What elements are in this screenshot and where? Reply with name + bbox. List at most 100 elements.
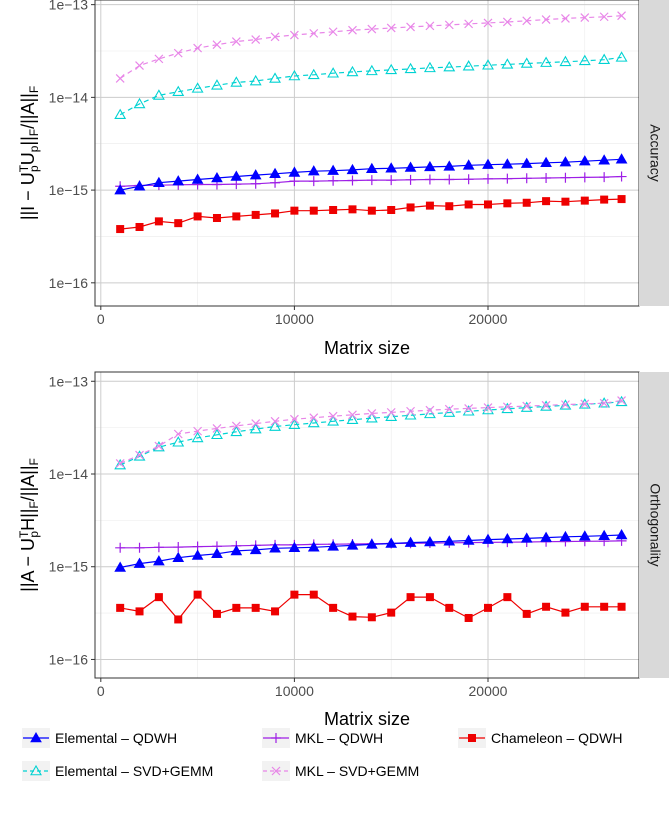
orthogonality-point-elemental-svd-gemm bbox=[385, 410, 398, 421]
legend-key-marker bbox=[30, 731, 42, 743]
accuracy-point-elemental-svd-gemm bbox=[404, 62, 417, 74]
orthogonality-point-chameleon-qdwh bbox=[212, 609, 221, 618]
accuracy-point-elemental-svd-gemm bbox=[482, 59, 494, 70]
accuracy-point-mkl-svd-gemm bbox=[231, 37, 241, 46]
orthogonality-point-elemental-svd-gemm bbox=[269, 420, 281, 431]
orthogonality-point-elemental-qdwh bbox=[578, 530, 591, 541]
accuracy-point-chameleon-qdwh bbox=[464, 200, 473, 209]
orthogonality-strip bbox=[639, 372, 669, 678]
accuracy-point-mkl-svd-gemm bbox=[580, 13, 590, 23]
orthogonality-point-mkl-qdwh bbox=[173, 542, 184, 553]
accuracy-point-elemental-svd-gemm bbox=[462, 60, 475, 71]
accuracy-point-mkl-qdwh bbox=[502, 173, 513, 184]
orthogonality-point-elemental-svd-gemm bbox=[114, 458, 127, 470]
accuracy-point-mkl-svd-gemm bbox=[154, 54, 164, 64]
accuracy-point-chameleon-qdwh bbox=[174, 219, 183, 228]
accuracy-point-chameleon-qdwh bbox=[212, 214, 221, 223]
orthogonality-point-elemental-qdwh bbox=[443, 535, 456, 546]
accuracy-point-mkl-qdwh bbox=[347, 175, 358, 186]
accuracy-point-elemental-svd-gemm bbox=[269, 72, 281, 83]
orthogonality-point-elemental-svd-gemm bbox=[540, 400, 553, 411]
accuracy-point-chameleon-qdwh bbox=[116, 225, 125, 234]
accuracy-point-elemental-svd-gemm bbox=[385, 63, 398, 75]
orthogonality-point-elemental-svd-gemm bbox=[191, 431, 204, 443]
orthogonality-point-chameleon-qdwh bbox=[617, 602, 626, 611]
accuracy-point-chameleon-qdwh bbox=[542, 197, 551, 206]
accuracy-point-elemental-svd-gemm bbox=[578, 54, 591, 66]
accuracy-point-chameleon-qdwh bbox=[154, 217, 163, 226]
legend-item-mkl-qdwh: MKL – QDWH bbox=[262, 728, 383, 748]
accuracy-point-chameleon-qdwh bbox=[271, 209, 280, 218]
orthogonality-point-mkl-svd-gemm bbox=[154, 441, 164, 451]
accuracy-point-mkl-svd-gemm bbox=[561, 14, 570, 23]
accuracy-point-elemental-svd-gemm bbox=[365, 64, 378, 76]
orthogonality-point-mkl-svd-gemm bbox=[561, 400, 570, 410]
accuracy-point-mkl-svd-gemm bbox=[212, 40, 222, 50]
legend-key-marker bbox=[30, 764, 42, 776]
accuracy-point-mkl-qdwh bbox=[250, 178, 261, 189]
orthogonality-point-elemental-qdwh bbox=[501, 533, 514, 544]
accuracy-point-chameleon-qdwh bbox=[193, 212, 202, 221]
accuracy-point-elemental-qdwh bbox=[327, 164, 339, 175]
orthogonality-point-mkl-svd-gemm bbox=[367, 409, 377, 418]
accuracy-point-mkl-qdwh bbox=[541, 173, 552, 184]
accuracy-point-mkl-svd-gemm bbox=[425, 21, 435, 31]
orthogonality-point-elemental-qdwh bbox=[540, 531, 552, 542]
orthogonality-point-chameleon-qdwh bbox=[174, 615, 183, 624]
accuracy-point-chameleon-qdwh bbox=[135, 222, 144, 231]
accuracy-point-mkl-svd-gemm bbox=[309, 28, 319, 38]
accuracy-point-elemental-svd-gemm bbox=[114, 108, 127, 120]
legend-item-mkl-svd-gemm: MKL – SVD+GEMM bbox=[262, 761, 419, 781]
orthogonality-point-chameleon-qdwh bbox=[600, 602, 609, 611]
accuracy-point-elemental-svd-gemm bbox=[520, 57, 533, 68]
accuracy-point-elemental-svd-gemm bbox=[327, 67, 340, 78]
orthogonality-point-mkl-svd-gemm bbox=[386, 407, 396, 417]
orthogonality-point-mkl-svd-gemm bbox=[502, 402, 512, 412]
orthogonality-point-mkl-svd-gemm bbox=[289, 414, 299, 424]
orthogonality-point-chameleon-qdwh bbox=[271, 607, 280, 616]
orthogonality-point-chameleon-qdwh bbox=[542, 602, 551, 611]
orthogonality-point-elemental-qdwh bbox=[307, 541, 320, 552]
accuracy-point-mkl-qdwh bbox=[328, 175, 339, 186]
orthogonality-point-chameleon-qdwh bbox=[387, 608, 396, 617]
orthogonality-point-mkl-svd-gemm bbox=[522, 401, 532, 411]
accuracy-point-elemental-svd-gemm bbox=[443, 60, 456, 72]
accuracy-point-elemental-qdwh bbox=[191, 173, 204, 184]
legend-item-elemental-svd-gemm: Elemental – SVD+GEMM bbox=[22, 761, 213, 781]
accuracy-point-mkl-svd-gemm bbox=[348, 25, 357, 35]
accuracy-point-mkl-svd-gemm bbox=[115, 74, 125, 83]
accuracy-point-elemental-svd-gemm bbox=[152, 89, 165, 100]
accuracy-point-chameleon-qdwh bbox=[522, 198, 531, 207]
accuracy-point-elemental-svd-gemm bbox=[172, 85, 185, 97]
orthogonality-series-elemental-qdwh bbox=[114, 528, 628, 572]
accuracy-point-mkl-svd-gemm bbox=[483, 18, 493, 28]
orthogonality-point-elemental-svd-gemm bbox=[307, 416, 320, 428]
accuracy-point-elemental-qdwh bbox=[385, 162, 398, 173]
accuracy-point-mkl-svd-gemm bbox=[328, 27, 338, 37]
orthogonality-point-chameleon-qdwh bbox=[116, 603, 125, 612]
accuracy-point-elemental-qdwh bbox=[307, 165, 320, 176]
orthogonality-point-elemental-qdwh bbox=[385, 537, 398, 548]
orthogonality-point-elemental-qdwh bbox=[230, 544, 243, 556]
orthogonality-point-elemental-svd-gemm bbox=[520, 401, 533, 412]
orthogonality-plot-background bbox=[95, 372, 639, 678]
accuracy-point-chameleon-qdwh bbox=[348, 205, 357, 214]
accuracy-point-chameleon-qdwh bbox=[503, 199, 512, 208]
accuracy-x-tick-label: 0 bbox=[97, 311, 105, 327]
orthogonality-point-elemental-svd-gemm bbox=[327, 415, 340, 426]
orthogonality-point-mkl-svd-gemm bbox=[193, 426, 203, 436]
accuracy-point-elemental-qdwh bbox=[153, 176, 165, 187]
accuracy-point-mkl-svd-gemm bbox=[599, 12, 609, 22]
accuracy-y-tick-label: 1e−14 bbox=[49, 89, 89, 105]
orthogonality-line-mkl-svd-gemm bbox=[119, 399, 622, 464]
accuracy-y-tick-label: 1e−13 bbox=[49, 0, 89, 13]
accuracy-point-elemental-qdwh bbox=[230, 170, 243, 181]
orthogonality-point-chameleon-qdwh bbox=[580, 602, 589, 611]
orthogonality-series-mkl-svd-gemm bbox=[115, 396, 627, 468]
accuracy-point-elemental-svd-gemm bbox=[288, 69, 301, 81]
accuracy-point-mkl-qdwh bbox=[424, 174, 435, 185]
orthogonality-point-mkl-qdwh bbox=[153, 542, 164, 553]
orthogonality-point-chameleon-qdwh bbox=[154, 593, 163, 602]
orthogonality-point-elemental-svd-gemm bbox=[172, 436, 185, 447]
